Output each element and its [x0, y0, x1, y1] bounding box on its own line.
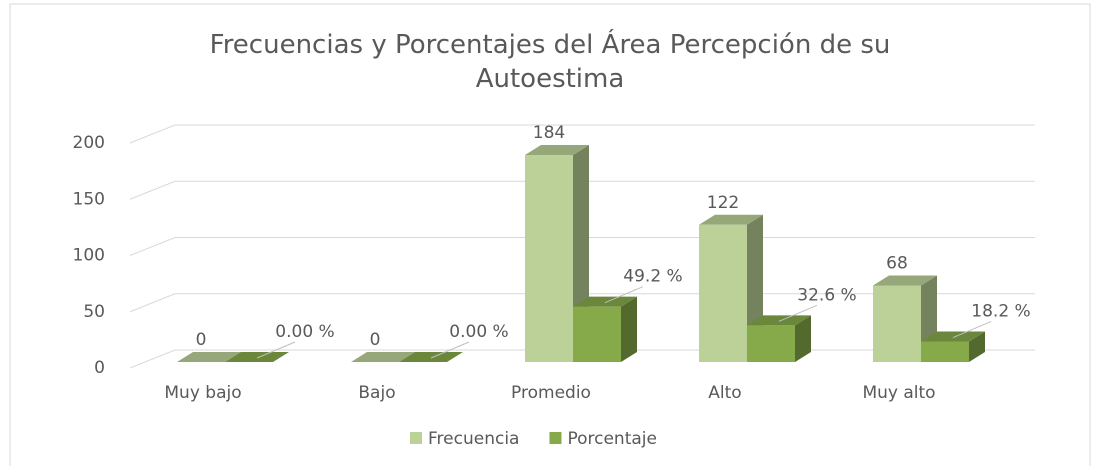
- legend-label: Frecuencia: [428, 429, 519, 449]
- bar-top: [525, 145, 589, 155]
- bar-front: [573, 306, 621, 362]
- leader-line: [604, 286, 644, 304]
- bar-front: [747, 325, 795, 362]
- bar: [177, 352, 241, 362]
- bar-front: [525, 155, 573, 362]
- y-tick-label: 200: [73, 133, 105, 153]
- bar-top: [873, 275, 937, 286]
- bar-top: [399, 352, 463, 362]
- bar-front: [873, 285, 921, 362]
- leader-line: [952, 321, 992, 338]
- x-tick-label: Alto: [708, 383, 741, 403]
- data-label: 0: [370, 330, 381, 350]
- data-label: 68: [886, 254, 908, 274]
- bar-front: [921, 341, 969, 362]
- bar: [225, 352, 289, 362]
- data-label: 32.6 %: [797, 285, 856, 305]
- bar-top: [177, 352, 241, 362]
- chart-border: [9, 3, 1091, 466]
- data-label: 49.2 %: [623, 267, 682, 287]
- bar-top: [747, 315, 811, 326]
- bar-top: [921, 331, 985, 342]
- x-tick-label: Muy alto: [862, 383, 935, 403]
- bar-side: [795, 315, 811, 362]
- x-tick-label: Promedio: [511, 383, 591, 403]
- bar: [921, 331, 985, 362]
- bar: [351, 352, 415, 362]
- x-tick-label: Bajo: [358, 383, 395, 403]
- y-tick-label: 100: [73, 246, 105, 266]
- bar: [747, 315, 811, 362]
- bar-top: [699, 214, 763, 225]
- data-label: 0.00 %: [275, 322, 334, 342]
- data-label: 0: [196, 330, 207, 350]
- bar-side: [621, 296, 637, 362]
- x-tick-label: Muy bajo: [164, 383, 241, 403]
- data-label: 18.2 %: [971, 302, 1030, 322]
- bar: [573, 296, 637, 362]
- data-label: 184: [533, 123, 565, 143]
- leader-line: [430, 341, 470, 359]
- y-tick-label: 50: [83, 302, 105, 322]
- grid-line: [129, 124, 1035, 144]
- bar: [873, 275, 937, 362]
- bar-side: [969, 331, 985, 362]
- legend-swatch: [410, 432, 422, 444]
- legend-label: Porcentaje: [567, 429, 657, 449]
- bar-top: [351, 352, 415, 362]
- data-label: 122: [707, 193, 739, 213]
- y-tick-label: 150: [73, 189, 105, 209]
- grid-line: [129, 180, 1035, 200]
- bar: [399, 352, 463, 362]
- leader-line: [778, 304, 818, 322]
- bar-top: [225, 352, 289, 362]
- bar-top: [573, 296, 637, 307]
- data-label: 0.00 %: [449, 322, 508, 342]
- leader-line: [256, 341, 296, 359]
- legend-swatch: [549, 432, 562, 444]
- chart-title: Frecuencias y Porcentajes del Área Perce…: [209, 30, 891, 94]
- bar-front: [699, 224, 747, 362]
- y-tick-label: 0: [94, 358, 105, 378]
